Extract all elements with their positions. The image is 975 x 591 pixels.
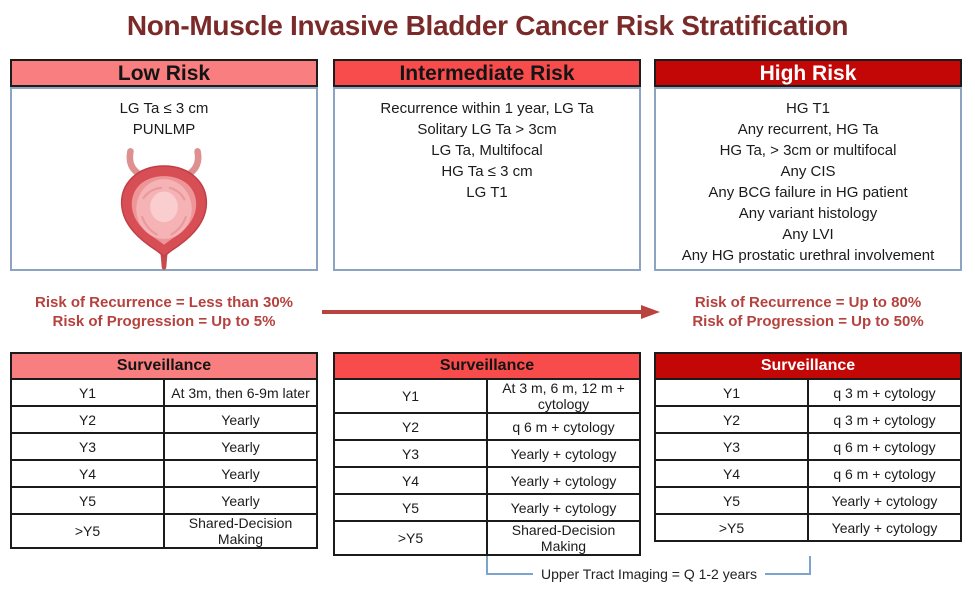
table-row: >Y5 Shared-Decision Making [10,513,318,549]
year-cell: Y3 [654,432,809,461]
year-cell: Y3 [333,439,488,468]
value-cell: Shared-Decision Making [486,520,641,556]
year-cell: Y2 [654,405,809,434]
footnote-text: Upper Tract Imaging = Q 1-2 years [533,566,765,582]
risk-note-line: Risk of Recurrence = Less than 30% [34,294,294,311]
year-cell: Y4 [10,459,165,488]
table-row: Y4 q 6 m + cytology [654,459,962,488]
year-cell: >Y5 [333,520,488,556]
risk-note-line: Risk of Progression = Up to 50% [692,313,924,330]
low-surveillance-table: Surveillance Y1 At 3m, then 6-9m later Y2… [10,352,318,549]
value-cell: Shared-Decision Making [163,513,318,549]
value-cell: Yearly [163,486,318,515]
intermediate-surveillance-table: Surveillance Y1 At 3 m, 6 m, 12 m + cytol… [333,352,641,556]
upper-tract-imaging-note: Upper Tract Imaging = Q 1-2 years [479,566,819,582]
low-risk-header: Low Risk [10,59,318,87]
right-arrow-icon [321,303,661,321]
table-row: Y1 q 3 m + cytology [654,378,962,407]
table-row: Y3 Yearly + cytology [333,439,641,468]
value-cell: Yearly + cytology [486,466,641,495]
year-cell: Y1 [654,378,809,407]
value-cell: Yearly + cytology [807,486,962,515]
criteria-line: Recurrence within 1 year, LG Ta [380,100,594,117]
year-cell: >Y5 [654,513,809,542]
surveillance-table-header: Surveillance [10,352,318,380]
year-cell: Y5 [654,486,809,515]
value-cell: Yearly [163,459,318,488]
criteria-line: Solitary LG Ta > 3cm [417,121,557,138]
criteria-line: HG T1 [786,100,830,117]
table-row: Y1 At 3 m, 6 m, 12 m + cytology [333,378,641,414]
criteria-line: LG Ta ≤ 3 cm [119,100,209,117]
year-cell: Y5 [10,486,165,515]
value-cell: q 6 m + cytology [486,412,641,441]
year-cell: Y5 [333,493,488,522]
year-cell: >Y5 [10,513,165,549]
table-row: Y4 Yearly + cytology [333,466,641,495]
high-surveillance-table: Surveillance Y1 q 3 m + cytology Y2 q 3 m … [654,352,962,542]
year-cell: Y4 [654,459,809,488]
table-row: Y4 Yearly [10,459,318,488]
value-cell: At 3m, then 6-9m later [163,378,318,407]
value-cell: q 6 m + cytology [807,459,962,488]
criteria-line: LG T1 [466,184,508,201]
year-cell: Y3 [10,432,165,461]
year-cell: Y1 [333,378,488,414]
risk-note-line: Risk of Recurrence = Up to 80% [694,294,922,311]
table-row: Y1 At 3m, then 6-9m later [10,378,318,407]
high-risk-note: Risk of Recurrence = Up to 80% Risk of P… [654,293,962,331]
surveillance-table-header: Surveillance [333,352,641,380]
surveillance-table-header: Surveillance [654,352,962,380]
criteria-line: Any HG prostatic urethral involvement [681,247,935,264]
low-risk-note: Risk of Recurrence = Less than 30% Risk … [10,293,318,331]
bladder-lumen [150,191,178,223]
year-cell: Y2 [333,412,488,441]
table-row: Y3 Yearly [10,432,318,461]
value-cell: q 3 m + cytology [807,378,962,407]
criteria-line: Any variant histology [738,205,878,222]
year-cell: Y4 [333,466,488,495]
value-cell: Yearly + cytology [807,513,962,542]
table-row: Y3 q 6 m + cytology [654,432,962,461]
high-risk-header: High Risk [654,59,962,87]
value-cell: Yearly [163,405,318,434]
intermediate-risk-criteria-box: Recurrence within 1 year, LG Ta Solitary… [333,87,641,271]
criteria-line: Any BCG failure in HG patient [708,184,908,201]
value-cell: Yearly + cytology [486,493,641,522]
page-title: Non-Muscle Invasive Bladder Cancer Risk … [126,10,849,41]
year-cell: Y2 [10,405,165,434]
table-row: Y2 q 3 m + cytology [654,405,962,434]
value-cell: Yearly + cytology [486,439,641,468]
criteria-line: LG Ta, Multifocal [431,142,543,159]
value-cell: q 3 m + cytology [807,405,962,434]
value-cell: q 6 m + cytology [807,432,962,461]
criteria-line: Any recurrent, HG Ta [737,121,879,138]
table-row: >Y5 Yearly + cytology [654,513,962,542]
table-row: Y5 Yearly + cytology [333,493,641,522]
value-cell: At 3 m, 6 m, 12 m + cytology [486,378,641,414]
table-row: Y2 q 6 m + cytology [333,412,641,441]
mucosa-folds [141,186,187,236]
table-row: >Y5 Shared-Decision Making [333,520,641,556]
table-row: Y5 Yearly + cytology [654,486,962,515]
criteria-line: Any LVI [782,226,834,243]
intermediate-risk-header: Intermediate Risk [333,59,641,87]
risk-note-line: Risk of Progression = Up to 5% [52,313,276,330]
table-row: Y5 Yearly [10,486,318,515]
low-risk-criteria-box: LG Ta ≤ 3 cm PUNLMP [10,87,318,271]
value-cell: Yearly [163,432,318,461]
high-risk-criteria-box: HG T1 Any recurrent, HG Ta HG Ta, > 3cm … [654,87,962,271]
table-row: Y2 Yearly [10,405,318,434]
criteria-line: HG Ta ≤ 3 cm [441,163,533,180]
urethra [160,252,168,270]
criteria-line: HG Ta, > 3cm or multifocal [719,142,897,159]
criteria-line: PUNLMP [132,121,196,138]
criteria-line: Any CIS [780,163,836,180]
year-cell: Y1 [10,378,165,407]
bladder-icon [105,147,223,271]
